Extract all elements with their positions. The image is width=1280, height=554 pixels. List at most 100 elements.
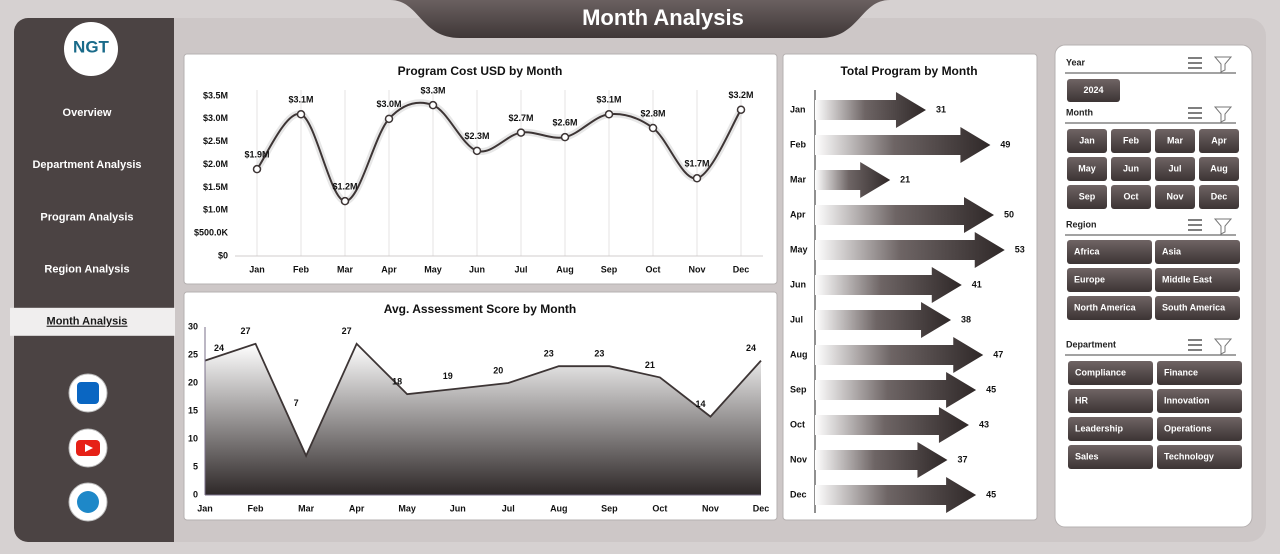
clear-filter-icon[interactable] [1213, 106, 1233, 123]
slicer-item[interactable]: Compliance [1075, 367, 1126, 377]
nav-item[interactable]: Region Analysis [44, 264, 129, 276]
slicer-item[interactable]: Operations [1164, 423, 1212, 433]
value-label: 24 [746, 343, 756, 353]
y-tick-label: Mar [790, 174, 807, 184]
value-label: 19 [443, 371, 453, 381]
y-tick-label: $2.5M [203, 136, 228, 146]
multiselect-icon[interactable] [1188, 107, 1202, 119]
slicer-item[interactable]: HR [1075, 395, 1088, 405]
slicer-item[interactable]: Sep [1079, 191, 1096, 201]
value-label: 27 [241, 326, 251, 336]
point [648, 123, 658, 133]
nav-item[interactable]: Department Analysis [32, 159, 141, 171]
slicer-item[interactable]: Oct [1123, 191, 1138, 201]
slicer-item[interactable]: May [1078, 163, 1096, 173]
value-label: 41 [972, 279, 982, 289]
slicer-item[interactable]: Mar [1167, 135, 1184, 145]
slicer-item[interactable]: Feb [1123, 135, 1140, 145]
slicer-item[interactable]: Jun [1123, 163, 1139, 173]
nav-item[interactable]: Month Analysis [47, 316, 128, 328]
slicer-button[interactable] [1111, 129, 1151, 153]
slicer-item[interactable]: Africa [1074, 246, 1101, 256]
slicer-button[interactable] [1067, 129, 1107, 153]
slicer-button[interactable] [1199, 157, 1239, 181]
value-label: 31 [936, 104, 946, 114]
sidebar [14, 18, 174, 542]
slicer-item[interactable]: Innovation [1164, 395, 1210, 405]
value-label: 47 [993, 349, 1003, 359]
slicer-item[interactable]: Apr [1211, 135, 1227, 145]
slicer-button[interactable] [1067, 157, 1107, 181]
value-label: $1.2M [332, 182, 357, 192]
value-label: $3.1M [596, 95, 621, 105]
slicer-button[interactable] [1111, 185, 1151, 209]
value-label: 23 [544, 349, 554, 359]
arrow-bar [815, 92, 926, 128]
y-tick-label: $500.0K [194, 228, 229, 238]
slicer-button[interactable] [1155, 240, 1240, 264]
slicer-button[interactable] [1068, 445, 1153, 469]
slicer-button[interactable] [1155, 129, 1195, 153]
slicer-button[interactable] [1157, 389, 1242, 413]
slicer-item[interactable]: Aug [1210, 163, 1228, 173]
y-tick-label: $0 [218, 250, 228, 260]
slicer-button[interactable] [1068, 361, 1153, 385]
slicer-item[interactable]: Dec [1211, 191, 1228, 201]
slicer-item[interactable]: Middle East [1162, 274, 1212, 284]
slicer-button[interactable] [1067, 296, 1152, 320]
slicer-item[interactable]: Leadership [1075, 423, 1124, 433]
nav-item[interactable]: Overview [63, 107, 112, 119]
slicer-title: Department [1066, 339, 1116, 349]
clear-filter-icon[interactable] [1213, 218, 1233, 235]
value-label: 43 [979, 419, 989, 429]
x-tick-label: Sep [601, 503, 618, 513]
slicer-item[interactable]: Finance [1164, 367, 1198, 377]
slicer-button[interactable] [1157, 361, 1242, 385]
slicer-button[interactable] [1199, 129, 1239, 153]
slicer-button[interactable] [1155, 268, 1240, 292]
slicer-button[interactable] [1068, 389, 1153, 413]
slicer-item[interactable]: 2024 [1083, 85, 1103, 95]
x-tick-label: Aug [550, 503, 568, 513]
slicer-item[interactable]: Asia [1162, 246, 1182, 256]
slicer-button[interactable] [1067, 185, 1107, 209]
slicer-item[interactable]: Europe [1074, 274, 1105, 284]
slicer-button[interactable] [1157, 417, 1242, 441]
clear-filter-icon[interactable] [1213, 56, 1233, 73]
multiselect-icon[interactable] [1188, 219, 1202, 231]
slicer-item[interactable]: Nov [1166, 191, 1183, 201]
slicer-item[interactable]: Jan [1079, 135, 1095, 145]
slicer-item[interactable]: Sales [1075, 451, 1099, 461]
slicer-button[interactable] [1067, 268, 1152, 292]
x-tick-label: Jan [249, 264, 265, 274]
slicer-button[interactable] [1157, 445, 1242, 469]
point [472, 146, 482, 156]
slicer-button[interactable] [1067, 240, 1152, 264]
slicer-button[interactable] [1155, 296, 1240, 320]
linkedin-glyph [77, 382, 99, 404]
x-tick-label: Jun [469, 264, 485, 274]
slicer-button[interactable] [1155, 157, 1195, 181]
slicer-item[interactable]: South America [1162, 302, 1226, 312]
line [256, 101, 742, 203]
x-tick-label: Nov [688, 264, 705, 274]
slicer-button[interactable] [1068, 417, 1153, 441]
slicer-item[interactable]: North America [1074, 302, 1137, 312]
slicer-button[interactable] [1199, 185, 1239, 209]
y-tick-label: Jun [790, 279, 806, 289]
slicer-button[interactable] [1111, 157, 1151, 181]
y-tick-label: 15 [188, 405, 198, 415]
slicer-item[interactable]: Technology [1164, 451, 1214, 461]
slicer-item[interactable]: Jul [1168, 163, 1181, 173]
x-tick-label: Apr [381, 264, 397, 274]
multiselect-icon[interactable] [1188, 339, 1202, 351]
slicer-button[interactable] [1155, 185, 1195, 209]
arrow-bar [815, 442, 948, 478]
x-tick-label: Jul [502, 503, 515, 513]
clear-filter-icon[interactable] [1213, 338, 1233, 355]
nav-item[interactable]: Program Analysis [40, 211, 133, 223]
multiselect-icon[interactable] [1188, 57, 1202, 69]
y-tick-label: $2.0M [203, 159, 228, 169]
slicer-button[interactable] [1067, 79, 1120, 102]
